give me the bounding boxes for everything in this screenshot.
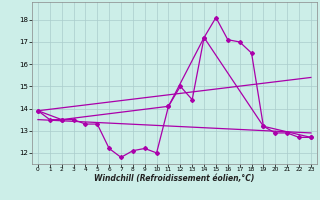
X-axis label: Windchill (Refroidissement éolien,°C): Windchill (Refroidissement éolien,°C)	[94, 174, 255, 183]
